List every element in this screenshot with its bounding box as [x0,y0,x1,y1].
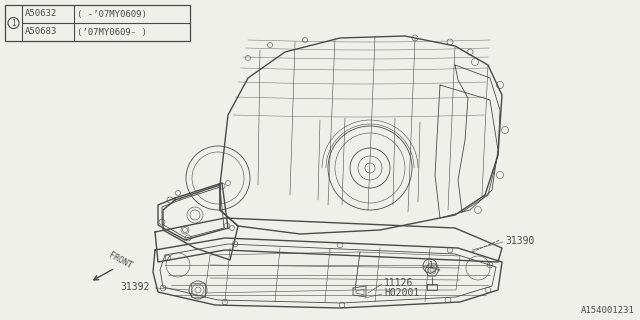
Text: FRONT: FRONT [108,251,134,271]
Text: 1: 1 [11,19,16,28]
Text: ( -’07MY0609): ( -’07MY0609) [77,10,147,19]
Text: A50683: A50683 [25,28,57,36]
Text: 31390: 31390 [505,236,534,246]
Text: 31392: 31392 [120,282,149,292]
Bar [5,5,190,41]
Text: (’07MY0609- ): (’07MY0609- ) [77,28,147,36]
Text: A50632: A50632 [25,10,57,19]
Text: 1: 1 [428,261,432,270]
Text: 11126: 11126 [384,278,413,288]
Text: A154001231: A154001231 [581,306,635,315]
Text: H02001: H02001 [384,288,419,298]
